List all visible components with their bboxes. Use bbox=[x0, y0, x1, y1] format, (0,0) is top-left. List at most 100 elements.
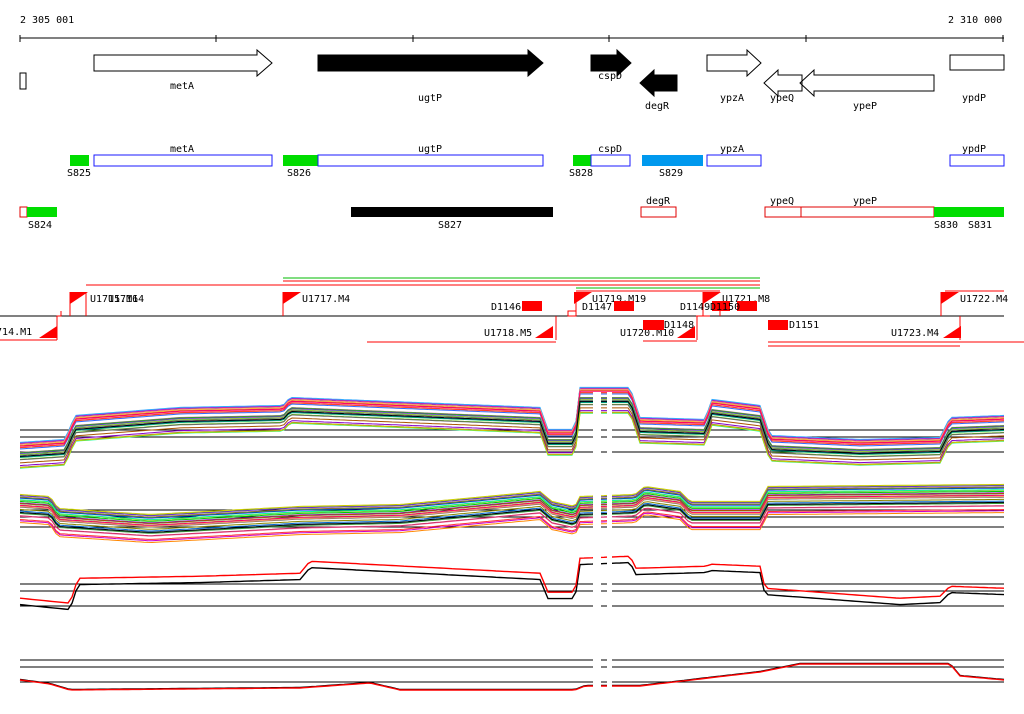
gene-arrow-ypzA[interactable] bbox=[706, 48, 762, 78]
gene-arrow-cspD[interactable] bbox=[590, 48, 632, 78]
shift-track: U1715.M14 U1716 U1717.M4 U1719.M19 U1721… bbox=[0, 277, 1024, 347]
segment-label-ypdP: ypdP bbox=[962, 144, 986, 155]
upshift-label-U1723: U1723.M4 bbox=[891, 328, 939, 339]
upshift-label-U1720: U1720.M10 bbox=[620, 328, 674, 339]
segment-label-S831: S831 bbox=[968, 220, 992, 231]
reverse-all-trace bbox=[19, 498, 1004, 530]
upshift-label-U1717: U1717.M4 bbox=[302, 294, 350, 305]
segment-S829[interactable] bbox=[642, 155, 703, 166]
gene-label-ypeQ: ypeQ bbox=[770, 93, 794, 104]
upshift-flag-U1718[interactable] bbox=[535, 326, 553, 338]
segment-label-S827: S827 bbox=[438, 220, 462, 231]
segment-ypdP[interactable] bbox=[949, 154, 1005, 167]
downshift-box-D1147[interactable] bbox=[614, 301, 634, 311]
segment-S827[interactable] bbox=[351, 207, 553, 217]
segment-ugtP[interactable] bbox=[317, 154, 544, 167]
reverse-all-trace bbox=[19, 490, 1005, 522]
segment-label-S825: S825 bbox=[67, 168, 91, 179]
coordinate-scale: 2 305 001 2 310 000 bbox=[19, 15, 1004, 42]
forward-segment-track: S825 metA S826 ugtP S828 cspD S829 ypzA … bbox=[67, 144, 1005, 179]
forward-all-trace bbox=[19, 393, 1005, 450]
segment-label-metA: metA bbox=[170, 144, 194, 155]
downshift-box-D1148[interactable] bbox=[643, 320, 664, 330]
upshift-label-U1716: U1716 bbox=[108, 294, 138, 305]
reverse-all-trace bbox=[19, 501, 1004, 533]
reverse-all-trace bbox=[19, 505, 1004, 537]
gene-label-ypzA: ypzA bbox=[720, 93, 744, 104]
forward-all-trace bbox=[19, 390, 1005, 447]
gene-arrow-ypeQ[interactable] bbox=[763, 68, 803, 98]
upshift-flag-U1721[interactable] bbox=[703, 292, 721, 304]
segment-ypeQ[interactable] bbox=[764, 206, 802, 218]
forward-all-trace bbox=[19, 387, 1005, 444]
segment-ypzA[interactable] bbox=[706, 154, 762, 167]
upshift-flag-U1719[interactable] bbox=[574, 292, 592, 304]
reverse-all-trace bbox=[19, 496, 1004, 527]
gene-arrow-partial[interactable] bbox=[19, 72, 27, 90]
reverse-all-trace bbox=[19, 512, 1004, 544]
segment-partial-left[interactable] bbox=[19, 206, 28, 218]
upshift-flag-U1720[interactable] bbox=[677, 326, 695, 338]
segment-S826[interactable] bbox=[283, 155, 318, 166]
segment-S830-S831[interactable] bbox=[934, 207, 1004, 217]
downshift-label-D1146: D1146 bbox=[491, 302, 521, 313]
upshift-flag-U1722[interactable] bbox=[941, 292, 959, 304]
gene-arrow-ypeP[interactable] bbox=[799, 68, 935, 98]
reverse-all-trace bbox=[19, 510, 1004, 542]
downshift-box-D1146[interactable] bbox=[522, 301, 542, 311]
upshift-flag-U1717[interactable] bbox=[283, 292, 301, 304]
forward-all-trace bbox=[19, 392, 1005, 449]
segment-label-degR: degR bbox=[646, 196, 671, 207]
upshift-label-U1718: U1718.M5 bbox=[484, 328, 532, 339]
downshift-label-D1150: D1150 bbox=[710, 302, 740, 313]
forward-mean-trace bbox=[19, 561, 1005, 611]
forward-all-trace bbox=[19, 397, 1005, 454]
segment-label-S826: S826 bbox=[287, 168, 311, 179]
segment-degR[interactable] bbox=[640, 206, 677, 218]
segment-S824[interactable] bbox=[27, 207, 57, 217]
segment-ypeP[interactable] bbox=[800, 206, 935, 218]
downshift-box-D1150[interactable] bbox=[737, 301, 757, 311]
forward-all-trace bbox=[19, 404, 1005, 461]
reverse-all-trace bbox=[19, 486, 1004, 518]
segment-label-ypeP: ypeP bbox=[853, 196, 877, 207]
upshift-flag-U1723[interactable] bbox=[943, 326, 961, 338]
upshift-flag-U1714[interactable] bbox=[39, 326, 57, 338]
upshift-label-U1714: U1714.M1 bbox=[0, 327, 32, 338]
segment-S828[interactable] bbox=[573, 155, 591, 166]
downshift-box-D1149[interactable] bbox=[712, 301, 730, 311]
gene-arrow-degR[interactable] bbox=[639, 68, 678, 98]
gene-arrow-ugtP[interactable] bbox=[317, 48, 544, 78]
gene-label-ypeP: ypeP bbox=[853, 101, 877, 112]
segment-label-S829: S829 bbox=[659, 168, 683, 179]
span-bracket bbox=[56, 311, 62, 340]
downshift-box-D1151[interactable] bbox=[768, 320, 788, 330]
expression-panel-forward-all bbox=[19, 386, 1005, 469]
upshift-flag-U1715[interactable] bbox=[70, 292, 88, 304]
expression-panel-reverse-all bbox=[19, 483, 1005, 544]
forward-all-trace bbox=[19, 407, 1005, 464]
segment-metA[interactable] bbox=[93, 154, 273, 167]
plot-break-gap bbox=[593, 392, 612, 692]
gene-arrow-metA[interactable] bbox=[93, 48, 273, 78]
reverse-segment-track: S824 S827 degR ypeQ ypeP S830 S831 bbox=[19, 196, 1004, 231]
gene-arrow-ypdP[interactable] bbox=[949, 54, 1005, 71]
reverse-all-trace bbox=[19, 483, 1005, 515]
forward-all-trace bbox=[19, 397, 1005, 454]
scale-start-label: 2 305 001 bbox=[20, 15, 74, 26]
segment-label-ypzA: ypzA bbox=[720, 144, 744, 155]
segment-label-ypeQ: ypeQ bbox=[770, 196, 794, 207]
segment-cspD[interactable] bbox=[590, 154, 631, 167]
downshift-label-D1148: D1148 bbox=[664, 320, 694, 331]
forward-all-trace bbox=[19, 399, 1005, 456]
segment-label-ugtP: ugtP bbox=[418, 144, 442, 155]
segment-S825[interactable] bbox=[70, 155, 89, 166]
segment-label-cspD: cspD bbox=[598, 144, 622, 155]
upshift-label-U1719: U1719.M19 bbox=[592, 294, 646, 305]
scale-end-label: 2 310 000 bbox=[948, 15, 1002, 26]
forward-mean-trace bbox=[19, 555, 1005, 604]
forward-all-trace bbox=[19, 400, 1005, 457]
segment-label-S824: S824 bbox=[28, 220, 52, 231]
expression-panel-reverse-mean bbox=[19, 662, 1005, 691]
gene-label-metA: metA bbox=[170, 81, 194, 92]
